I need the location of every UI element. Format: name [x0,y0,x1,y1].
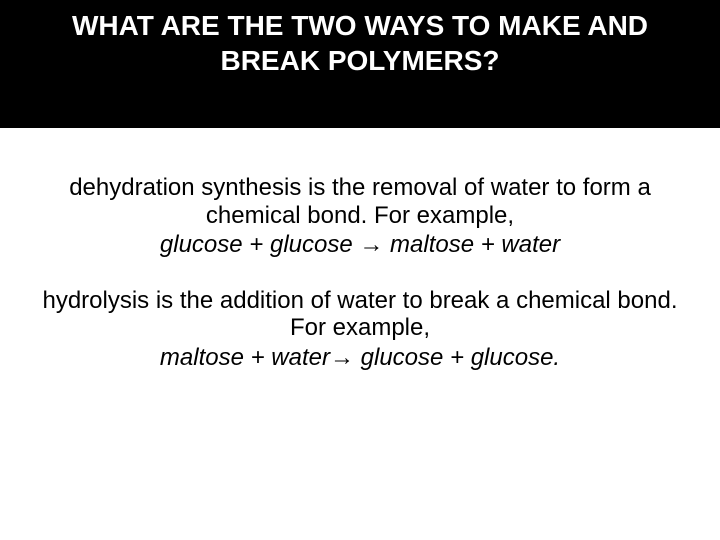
hydrolysis-paragraph: hydrolysis is the addition of water to b… [36,287,684,372]
slide: WHAT ARE THE TWO WAYS TO MAKE AND BREAK … [0,0,720,540]
hydrolysis-text: hydrolysis is the addition of water to b… [42,287,677,342]
arrow-icon: → [330,344,354,371]
hydrolysis-eq-right: glucose + glucose. [354,344,560,371]
arrow-icon: → [359,231,383,258]
body-area: dehydration synthesis is the removal of … [0,128,720,372]
slide-title: WHAT ARE THE TWO WAYS TO MAKE AND BREAK … [36,8,684,78]
hydrolysis-eq-left: maltose + water [160,344,330,371]
dehydration-eq-left: glucose + glucose [160,231,359,258]
dehydration-text: dehydration synthesis is the removal of … [69,174,651,229]
hydrolysis-equation: maltose + water→ glucose + glucose. [36,344,684,372]
dehydration-paragraph: dehydration synthesis is the removal of … [36,174,684,259]
dehydration-eq-right: maltose + water [383,231,560,258]
dehydration-equation: glucose + glucose → maltose + water [36,231,684,259]
title-bar: WHAT ARE THE TWO WAYS TO MAKE AND BREAK … [0,0,720,128]
